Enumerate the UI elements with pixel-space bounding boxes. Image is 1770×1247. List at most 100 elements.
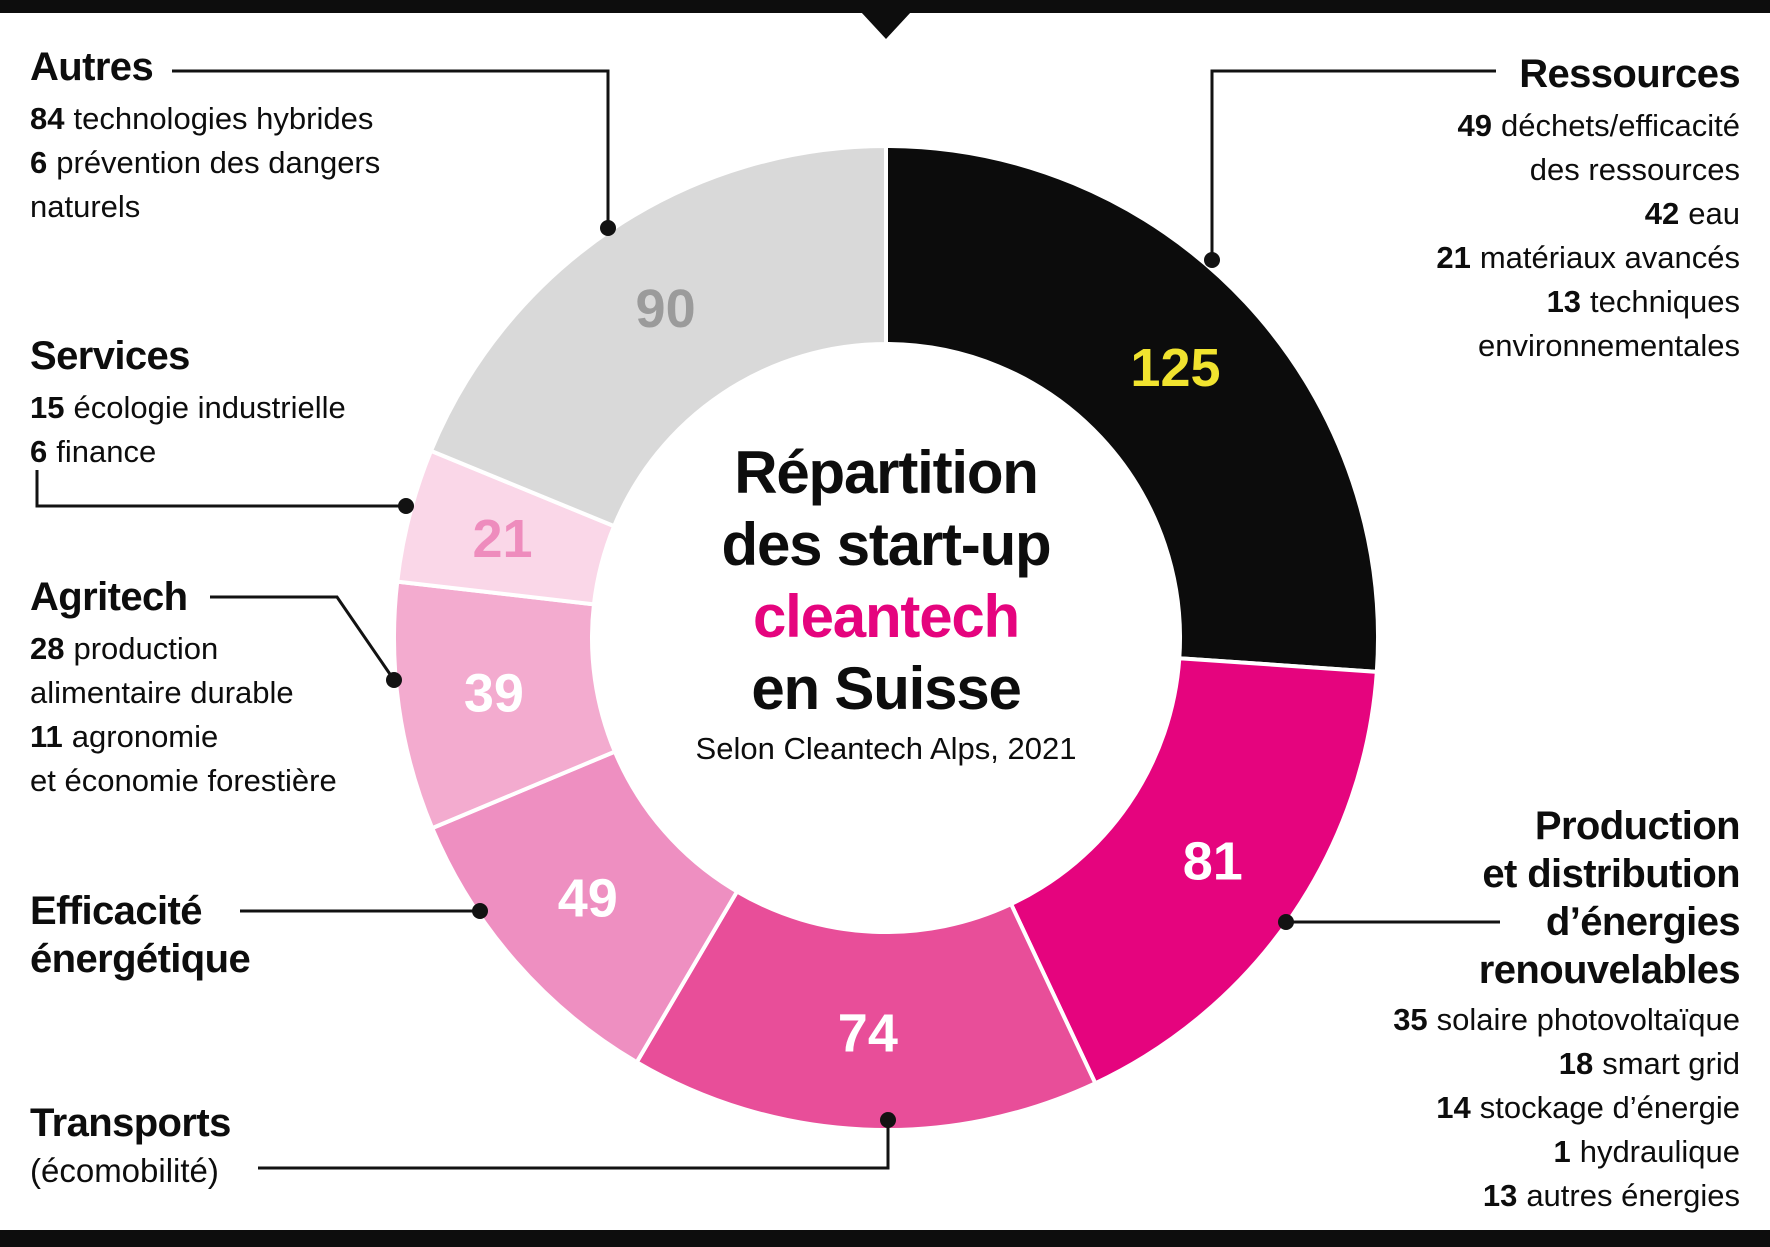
- annotation-line: 18 smart grid: [1393, 1042, 1740, 1086]
- annotation-text: des ressources: [1529, 152, 1740, 187]
- annotation-number: 6: [30, 145, 48, 180]
- annotation-production-details: 35 solaire photovoltaïque 18 smart grid 14…: [1393, 998, 1740, 1218]
- annotation-line: 42 eau: [1436, 192, 1740, 236]
- annotation-services-details: 15 écologie industrielle 6 finance: [30, 386, 346, 474]
- leader-dot-production: [1278, 914, 1294, 930]
- annotation-text: agronomie: [71, 719, 219, 754]
- donut-segment-transports: [634, 888, 1098, 1132]
- annotation-text: naturels: [30, 189, 141, 224]
- annotation-text: techniques: [1590, 284, 1740, 319]
- segment-value-transports: 74: [838, 1004, 898, 1064]
- top-pointer-triangle: [861, 12, 911, 39]
- annotation-ressources-title: Ressources: [1519, 52, 1740, 96]
- annotation-number: 35: [1393, 1002, 1428, 1037]
- annotation-autres-details: 84 technologies hybrides 6 prévention des …: [30, 97, 380, 229]
- segment-value-services: 21: [473, 509, 533, 569]
- annotation-number: 18: [1558, 1046, 1594, 1081]
- annotation-number: 13: [1482, 1178, 1518, 1213]
- annotation-agritech-title: Agritech: [30, 575, 188, 619]
- annotation-line: 13 techniques: [1436, 280, 1740, 324]
- annotation-text: eau: [1688, 196, 1740, 231]
- annotation-line: (écomobilité): [30, 1149, 231, 1193]
- annotation-transports-title: Transports: [30, 1101, 231, 1145]
- annotation-number: 14: [1436, 1090, 1471, 1125]
- leader-line-autres: [172, 69, 610, 228]
- annotation-line: 28 production: [30, 627, 337, 671]
- annotation-number: 42: [1644, 196, 1680, 231]
- annotation-text: (écomobilité): [30, 1152, 219, 1189]
- annotation-number: 11: [30, 719, 63, 754]
- chart-source: Selon Cleantech Alps, 2021: [695, 731, 1077, 766]
- donut-segment-production: [1008, 656, 1379, 1086]
- donut-segment-autres: [428, 143, 888, 529]
- leader-dot-services: [398, 498, 414, 514]
- segment-value-ressources: 125: [1130, 338, 1220, 398]
- leader-dot-efficacite: [472, 903, 488, 919]
- annotation-autres: Autres 84 technologies hybrides 6 préventi…: [30, 44, 380, 229]
- chart-title: Répartition des start-up cleantech en Su…: [696, 437, 1077, 771]
- annotation-production-title-line3: d’énergies: [1545, 900, 1741, 944]
- leader-line-agritech: [210, 595, 396, 681]
- annotation-line: naturels: [30, 185, 380, 229]
- leader-line-services: [35, 470, 406, 508]
- chart-title-line3-highlight: cleantech: [752, 583, 1020, 650]
- annotation-text: production: [73, 631, 219, 666]
- top-bar: [0, 0, 1770, 13]
- annotation-efficacite-title-line1: Efficacité: [30, 889, 202, 933]
- annotation-production-title-line1: Production: [1534, 804, 1741, 848]
- annotation-text: prévention des dangers: [56, 145, 381, 180]
- leader-dot-agritech: [386, 672, 402, 688]
- annotation-line: alimentaire durable: [30, 671, 337, 715]
- annotation-number: 84: [30, 101, 65, 136]
- annotation-line: environnementales: [1436, 324, 1740, 368]
- chart-title-line4: en Suisse: [751, 655, 1022, 722]
- annotation-line: 13 autres énergies: [1393, 1174, 1740, 1218]
- leader-dot-ressources: [1204, 252, 1220, 268]
- annotation-production: Production et distribution d’énergies re…: [1393, 802, 1740, 1218]
- segment-value-production: 81: [1183, 832, 1243, 892]
- annotation-production-title-line2: et distribution: [1482, 852, 1740, 896]
- annotation-number: 1: [1553, 1134, 1571, 1169]
- annotation-services-title: Services: [30, 334, 190, 378]
- annotation-ressources-details: 49 déchets/efficacité des ressources 42 ea…: [1436, 104, 1740, 368]
- annotation-number: 28: [30, 631, 65, 666]
- annotation-text: déchets/efficacité: [1501, 108, 1740, 143]
- segment-value-autres: 90: [636, 279, 696, 339]
- annotation-text: smart grid: [1602, 1046, 1740, 1081]
- annotation-services: Services 15 écologie industrielle 6 financ…: [30, 333, 346, 474]
- annotation-line: 6 finance: [30, 430, 346, 474]
- annotation-text: solaire photovoltaïque: [1436, 1002, 1740, 1037]
- annotation-efficacite: Efficacité énergétique: [30, 887, 251, 983]
- annotation-line: 11 agronomie: [30, 715, 337, 759]
- segment-value-agritech: 39: [464, 664, 524, 724]
- annotation-number: 21: [1436, 240, 1471, 275]
- annotation-line: 21 matériaux avancés: [1436, 236, 1740, 280]
- annotation-text: environnementales: [1478, 328, 1740, 363]
- annotation-number: 49: [1457, 108, 1493, 143]
- annotation-text: écologie industrielle: [73, 390, 346, 425]
- annotation-text: hydraulique: [1579, 1134, 1740, 1169]
- annotation-line: 15 écologie industrielle: [30, 386, 346, 430]
- annotation-text: stockage d’énergie: [1479, 1090, 1740, 1125]
- bottom-bar: [0, 1230, 1770, 1247]
- annotation-transports: Transports (écomobilité): [30, 1100, 231, 1193]
- segment-value-efficacite: 49: [558, 869, 618, 929]
- annotation-text: finance: [56, 434, 157, 469]
- annotation-ressources: Ressources 49 déchets/efficacité des ress…: [1436, 51, 1740, 368]
- annotation-number: 13: [1546, 284, 1582, 319]
- annotation-text: autres énergies: [1526, 1178, 1740, 1213]
- chart-title-line2: des start-up: [721, 511, 1051, 578]
- annotation-line: 84 technologies hybrides: [30, 97, 380, 141]
- annotation-line: 35 solaire photovoltaïque: [1393, 998, 1740, 1042]
- annotation-autres-title: Autres: [30, 45, 154, 89]
- annotation-transports-details: (écomobilité): [30, 1149, 231, 1193]
- annotation-text: matériaux avancés: [1479, 240, 1740, 275]
- annotation-number: 15: [30, 390, 65, 425]
- annotation-line: 14 stockage d’énergie: [1393, 1086, 1740, 1130]
- annotation-agritech-details: 28 production alimentaire durable 11 agron…: [30, 627, 337, 803]
- annotation-line: 6 prévention des dangers: [30, 141, 380, 185]
- annotation-text: technologies hybrides: [73, 101, 374, 136]
- annotation-number: 6: [30, 434, 48, 469]
- annotation-text: et économie forestière: [30, 763, 337, 798]
